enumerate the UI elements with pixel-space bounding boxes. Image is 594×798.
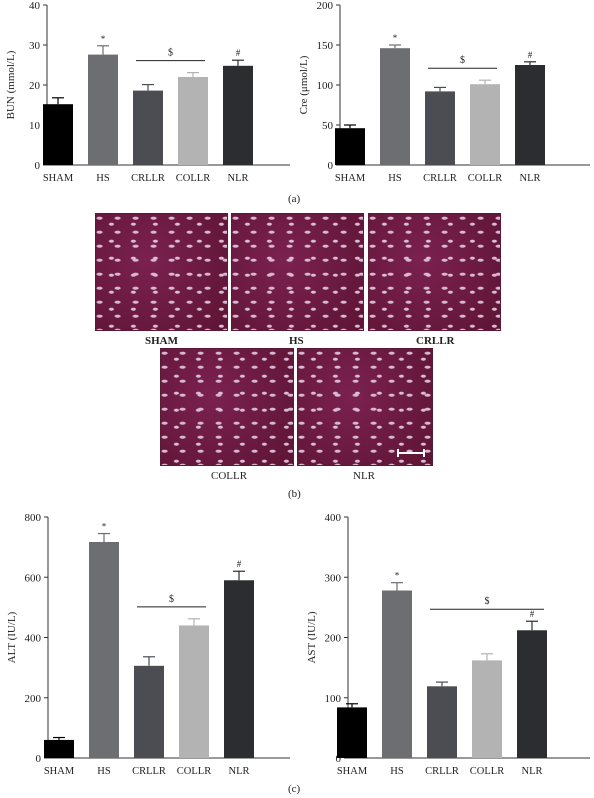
y-tick-label: 200 [325,633,342,645]
scale-bar [397,449,425,457]
bar [517,630,547,758]
comparison-symbol: $ [485,596,490,607]
bar [88,54,118,165]
histology-label-collr: COLLR [211,470,248,482]
y-tick-label: 30 [29,40,41,52]
y-axis-label: AST (IU/L) [306,611,318,663]
ast-bar-chart: 0 100 200 300 400 AST (IU/L) SHAM * HS CRLLR COLLR… [306,512,590,777]
histology-label-crllr: CRLLR [416,335,455,347]
histology-image-sham [95,213,228,331]
y-tick-label: 50 [322,120,334,132]
histology-label-nlr: NLR [353,470,375,482]
bar [44,739,74,758]
bar [224,580,254,758]
y-tick-label: 100 [317,80,334,92]
category-label: CRLLR [131,173,165,184]
bar [178,77,208,165]
significance-marker: * [102,522,107,532]
y-tick-label: 400 [25,633,42,645]
panel-label-b: (b) [288,488,301,500]
bar [470,84,500,165]
y-tick-label: 10 [29,120,41,132]
bar [335,128,365,165]
category-label: HS [96,173,110,184]
comparison-symbol: $ [169,594,174,605]
bar [515,65,545,165]
y-tick-label: 800 [25,512,42,524]
bar [134,665,164,758]
significance-marker: # [530,609,535,619]
category-label: NLR [520,173,541,184]
category-label: CRLLR [423,173,457,184]
significance-marker: * [393,33,398,43]
bun-bar-chart: 0 10 20 30 40 BUN (mmol/L) SHAM * HS CRLLR COLLR # N… [5,0,290,184]
bar [43,104,73,165]
bar [380,48,410,166]
category-label: NLR [522,766,543,777]
category-label: SHAM [44,766,75,777]
category-label: HS [390,766,404,777]
y-tick-label: 100 [325,693,342,705]
category-label: SHAM [335,173,366,184]
category-label: SHAM [337,766,368,777]
y-axis-label: ALT (IU/L) [6,611,18,663]
y-tick-label: 300 [325,572,342,584]
comparison-symbol: $ [168,48,173,59]
category-label: CRLLR [132,766,166,777]
y-tick-label: 200 [317,0,334,12]
y-tick-label: 20 [29,80,41,92]
y-tick-label: 600 [25,572,42,584]
histology-label-sham: SHAM [145,335,178,347]
comparison-symbol: $ [460,55,465,66]
significance-marker: # [236,48,241,58]
panel-label-a: (a) [288,193,301,205]
category-label: NLR [228,173,249,184]
y-axis-label: Cre (μmol/L) [300,55,310,114]
category-label: COLLR [176,173,210,184]
bar [337,707,367,758]
y-tick-label: 0 [35,160,41,172]
histology-image-collr [160,348,294,466]
bar [179,625,209,758]
y-tick-label: 0 [36,753,42,765]
category-label: COLLR [468,173,502,184]
histology-label-hs: HS [289,335,304,347]
y-tick-label: 0 [336,753,342,765]
bar [89,542,119,758]
category-label: COLLR [177,766,211,777]
bar [472,660,502,758]
y-tick-label: 40 [29,0,41,12]
significance-marker: * [101,34,106,44]
significance-marker: # [528,50,533,60]
y-tick-label: 150 [317,40,334,52]
category-label: HS [388,173,402,184]
bar [223,65,253,165]
panel-label-c: (c) [288,783,301,795]
category-label: NLR [229,766,250,777]
significance-marker: # [237,559,242,569]
histology-image-crllr [368,213,501,331]
y-tick-label: 0 [328,160,334,172]
y-tick-label: 400 [325,512,342,524]
bar [425,91,455,165]
histology-image-hs [231,213,364,331]
bar [427,686,457,758]
significance-marker: * [395,571,400,581]
y-axis-label: BUN (mmol/L) [5,50,17,119]
category-label: HS [97,766,111,777]
bar [382,590,412,758]
cre-bar-chart: 0 50 100 150 200 Cre (μmol/L) SHAM * HS CRLLR COLL… [300,0,590,184]
bar [133,90,163,165]
category-label: SHAM [43,173,74,184]
category-label: COLLR [470,766,504,777]
category-label: CRLLR [425,766,459,777]
y-tick-label: 200 [25,693,42,705]
alt-bar-chart: 0 200 400 600 800 ALT (IU/L) SHAM * HS CRLLR COLLR… [6,512,290,777]
histology-image-nlr [297,348,433,466]
